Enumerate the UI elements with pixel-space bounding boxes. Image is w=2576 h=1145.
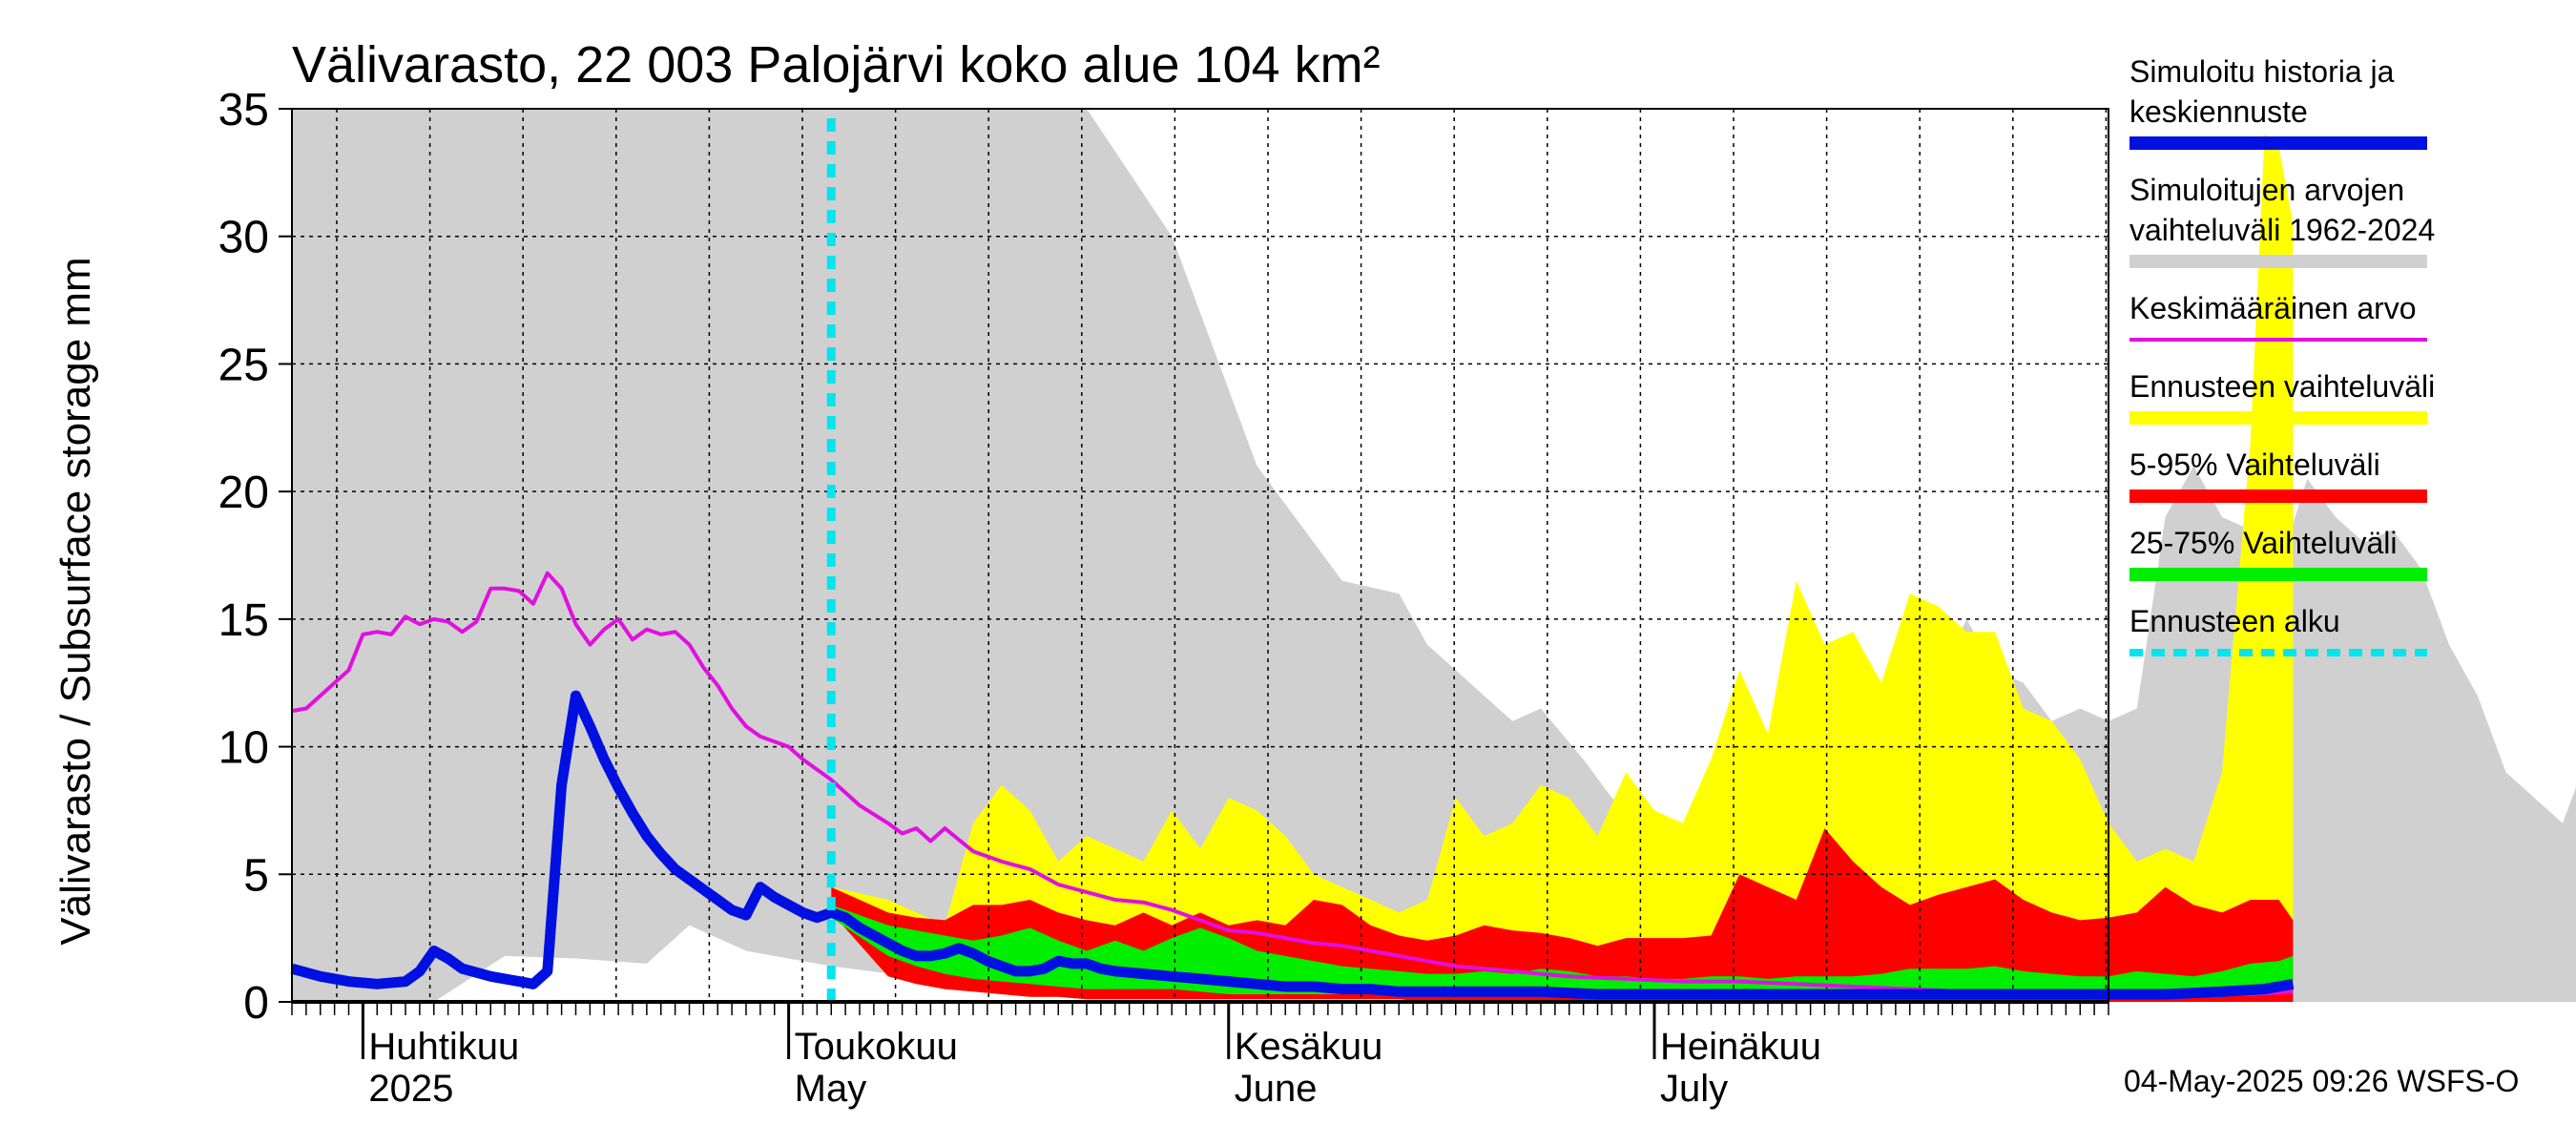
y-tick-label: 15 [218, 595, 269, 646]
y-tick-label: 5 [243, 850, 269, 901]
band-layer [292, 109, 2576, 1002]
x-month-sublabel: May [795, 1068, 867, 1110]
x-month-label: Heinäkuu [1660, 1026, 1821, 1068]
legend-label: Simuloitu historia ja [2129, 54, 2395, 89]
y-axis-label: Välivarasto / Subsurface storage mm [52, 257, 99, 945]
simuloitu-historia-ja-keskiennuste-line [290, 690, 2295, 1000]
y-tick-label: 10 [218, 723, 269, 774]
y-tick-label: 25 [218, 340, 269, 390]
y-tick-label: 0 [243, 978, 269, 1029]
legend-label: Simuloitujen arvojen [2129, 173, 2404, 207]
x-month-sublabel: July [1660, 1068, 1728, 1110]
x-month-label: Kesäkuu [1235, 1026, 1383, 1068]
legend-label: keskiennuste [2129, 94, 2308, 129]
grid-layer [292, 108, 2109, 1002]
y-tick-label: 20 [218, 468, 269, 518]
y-tick-label: 30 [218, 213, 269, 263]
legend-label: vaihteluväli 1962-2024 [2129, 213, 2435, 247]
chart-title: Välivarasto, 22 003 Palojärvi koko alue … [292, 36, 1381, 94]
legend-label: 5-95% Vaihteluväli [2129, 448, 2380, 482]
x-month-sublabel: June [1235, 1068, 1318, 1110]
footer-timestamp: 04-May-2025 09:26 WSFS-O [2124, 1064, 2519, 1098]
legend-label: Keskimääräinen arvo [2129, 291, 2417, 325]
x-month-label: Huhtikuu [368, 1026, 519, 1068]
line-layer [290, 118, 2295, 1002]
legend-label: Ennusteen vaihteluväli [2129, 369, 2435, 404]
keskimaarainen-arvo-line [291, 571, 2294, 996]
x-month-sublabel: 2025 [368, 1068, 453, 1110]
x-month-label: Toukokuu [795, 1026, 958, 1068]
legend-label: Ennusteen alku [2129, 604, 2340, 638]
legend-label: 25-75% Vaihteluväli [2129, 526, 2397, 560]
ennusteen-vaihteluvali-band [831, 134, 2294, 1002]
25-75-vaihteluvali-band [831, 905, 2294, 994]
legend: Simuloitu historia ja keskiennuste Simuloi… [2129, 54, 2435, 656]
y-tick-label: 35 [218, 85, 269, 135]
axes-layer: 05101520253035Huhtikuu2025ToukokuuMayKes… [218, 85, 2109, 1110]
